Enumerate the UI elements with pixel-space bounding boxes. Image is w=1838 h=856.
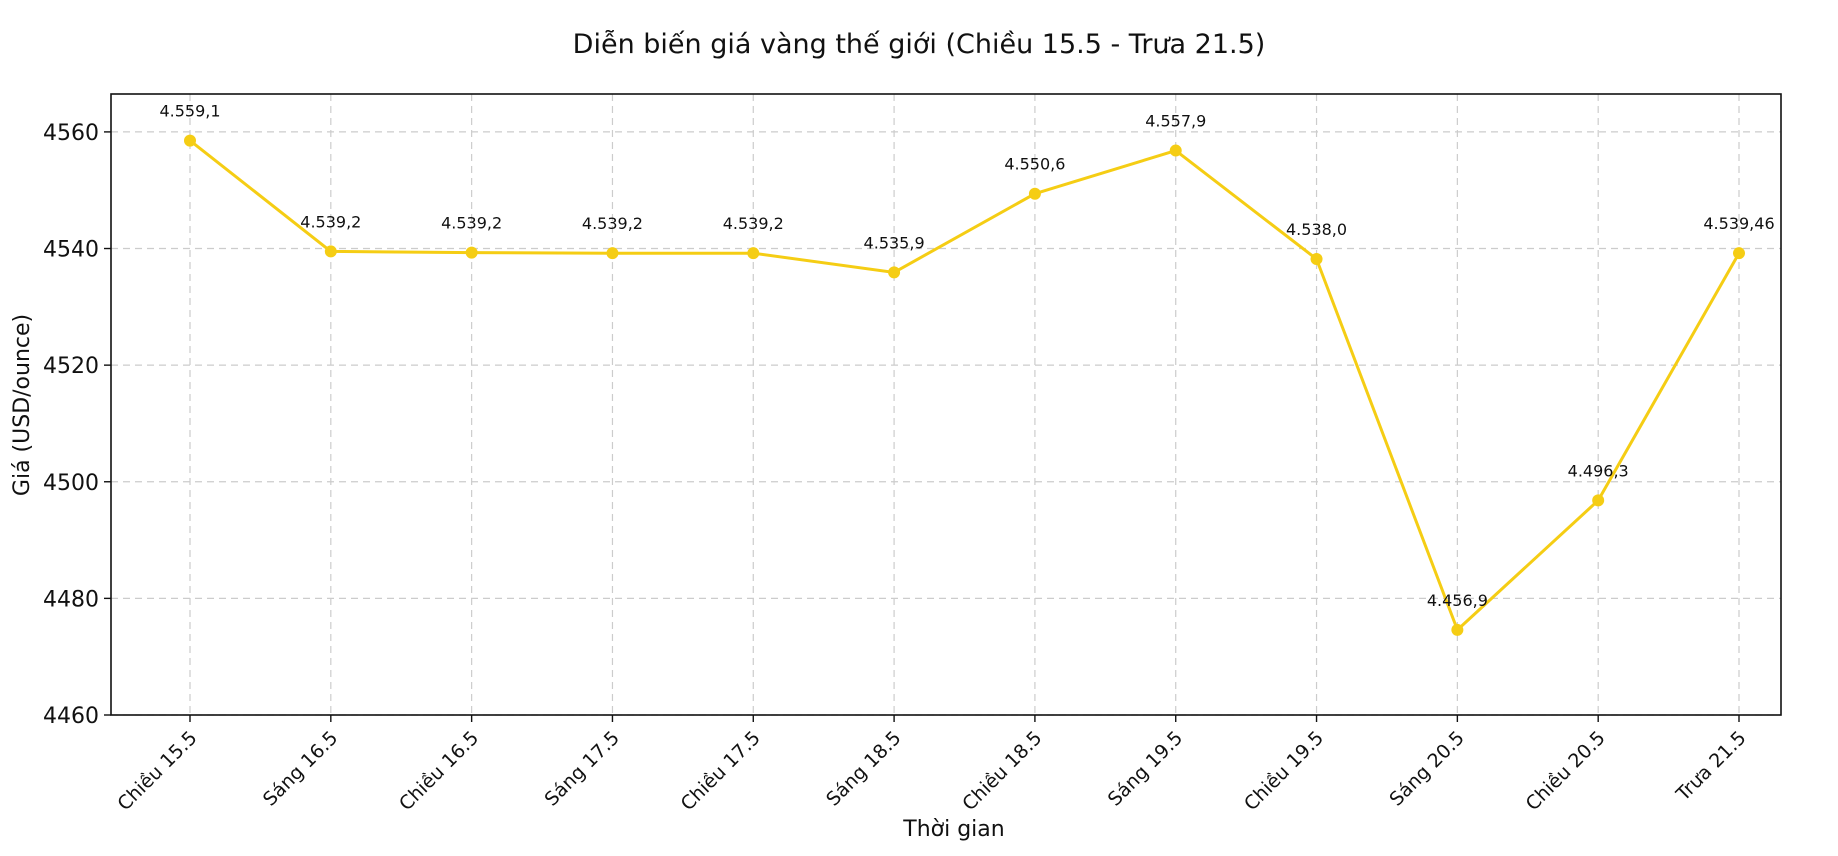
x-tick-label: Sáng 20.5 [1385,727,1469,811]
x-tick-label: Chiều 17.5 [677,727,765,815]
y-tick-label: 4500 [43,471,99,496]
data-label: 4.456,9 [1427,591,1488,610]
y-tick-label: 4480 [43,587,99,612]
data-point [1733,247,1745,260]
data-label: 4.539,2 [441,214,502,233]
y-tick-label: 4460 [43,704,99,729]
plot-frame [110,93,1782,716]
x-tick-label: Chiều 19.5 [1240,727,1328,815]
x-axis-label: Thời gian [902,817,1004,842]
x-tick-label: Sáng 17.5 [540,727,624,811]
data-point [888,266,901,279]
data-point [606,247,619,260]
data-point [1169,144,1182,157]
y-tick-label: 4520 [43,354,99,379]
data-point [184,134,196,147]
x-tick-label: Chiều 16.5 [395,727,483,815]
x-tick-label: Chiều 15.5 [113,727,201,815]
x-tick-label: Trưa 21.5 [1672,727,1751,806]
x-axis: Chiều 15.5 Sáng 16.5 Chiều 16.5 Sáng 17.5 Ch… [113,715,1751,815]
data-label: 4.539,2 [300,212,361,231]
chart-title: Diễn biến giá vàng thế giới (Chiều 15.5 … [573,29,1266,60]
data-point [465,246,478,259]
x-tick-label: Chiều 20.5 [1522,727,1610,815]
y-tick-label: 4560 [43,121,99,146]
data-label: 4.539,2 [582,214,643,233]
data-label: 4.539,2 [723,214,784,233]
series-line [189,139,1741,632]
x-tick-label: Chiều 18.5 [958,727,1046,815]
data-label: 4.550,6 [1004,155,1065,174]
data-point [1310,253,1323,266]
data-label: 4.557,9 [1145,112,1206,131]
data-label: 4.559,1 [159,102,220,121]
data-point [1592,494,1605,507]
data-label: 4.535,9 [864,233,925,252]
data-label: 4.538,0 [1286,220,1347,239]
data-label: 4.539,46 [1703,214,1774,233]
y-axis-label: Giá (USD/ounce) [10,314,35,496]
data-point [747,247,760,260]
grid [111,94,1781,716]
data-labels: 4.559,1 4.539,2 4.539,2 4.539,2 4.539,2 4.535… [159,102,1774,610]
x-tick-label: Sáng 18.5 [822,727,906,811]
x-tick-label: Sáng 19.5 [1104,727,1188,811]
data-point [1451,623,1464,636]
y-axis: 4460 4480 4500 4520 4540 4560 [43,121,111,729]
x-tick-label: Sáng 16.5 [259,727,343,811]
data-points [184,134,1745,636]
data-label: 4.496,3 [1568,461,1629,480]
y-tick-label: 4540 [43,238,99,263]
data-point [324,245,337,258]
data-point [1028,187,1041,200]
